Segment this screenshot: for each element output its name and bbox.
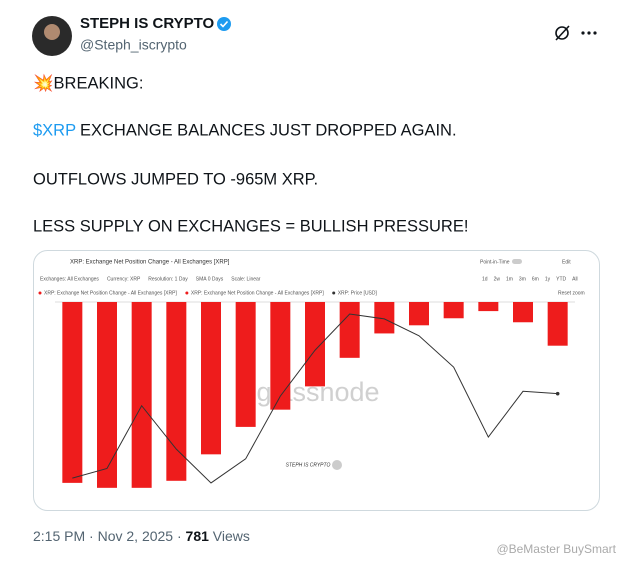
sep: ·: [89, 528, 94, 544]
range-button: 6m: [532, 276, 539, 282]
legend-item: XRP: Price [USD]: [338, 290, 378, 296]
watermark: @BeMaster BuySmart: [496, 542, 616, 556]
range-button: All: [572, 276, 578, 282]
control: Currency: XRP: [107, 276, 141, 282]
bar: [513, 302, 533, 323]
views: 781: [186, 528, 210, 544]
cashtag[interactable]: $XRP: [33, 121, 76, 139]
views-label: Views: [213, 528, 250, 544]
legend-dot: [332, 291, 336, 295]
tweet-line: EXCHANGE BALANCES JUST DROPPED AGAIN.: [80, 121, 457, 139]
date: Nov 2, 2025: [98, 528, 174, 544]
footer: 2:15 PM · Nov 2, 2025 · 781 Views: [33, 528, 250, 544]
bar: [166, 302, 187, 481]
price-point: [555, 391, 560, 396]
range-button: 1m: [506, 276, 513, 282]
grok-slash: [555, 25, 570, 41]
author-handle[interactable]: @Steph_iscrypto: [80, 37, 187, 53]
avatar-face: [44, 24, 60, 40]
tweet-line: OUTFLOWS JUMPED TO -965M XRP.: [33, 170, 318, 188]
author-name[interactable]: STEPH IS CRYPTO: [80, 15, 215, 32]
time: 2:15 PM: [33, 528, 85, 544]
verified-check: [219, 20, 229, 28]
bar: [235, 302, 256, 427]
control: Scale: Linear: [231, 276, 261, 282]
legend-dot: [185, 291, 189, 295]
edit-button: Edit: [562, 259, 571, 265]
price-line: [72, 313, 558, 484]
tweet-line: LESS SUPPLY ON EXCHANGES = BULLISH PRESS…: [33, 217, 468, 235]
range-button: 2w: [494, 276, 501, 282]
bar: [97, 302, 117, 488]
legend-item: XRP: Exchange Net Position Change - All …: [191, 290, 324, 296]
more-icon[interactable]: [581, 31, 597, 35]
bar: [270, 302, 291, 410]
bar: [409, 302, 429, 326]
badge-avatar: [332, 460, 342, 470]
bar: [131, 302, 152, 488]
bar: [443, 302, 464, 319]
bar: [62, 302, 83, 483]
reset-zoom: Reset zoom: [558, 290, 585, 296]
grok-icon[interactable]: [555, 26, 569, 40]
point-in-time: Point-in-Time: [480, 259, 510, 265]
bar: [374, 302, 395, 334]
toggle: [512, 259, 522, 264]
bar: [478, 302, 499, 312]
control: Resolution: 1 Day: [148, 276, 188, 282]
verified-badge: [217, 17, 231, 31]
legend-item: XRP: Exchange Net Position Change - All …: [44, 290, 177, 296]
bar: [339, 302, 360, 358]
control: Exchanges: All Exchanges: [40, 276, 99, 282]
range-button: 1d: [482, 276, 488, 282]
range-button: 1y: [545, 276, 551, 282]
badge: STEPH IS CRYPTO: [286, 462, 331, 468]
range-button: 3m: [519, 276, 526, 282]
embed-title: XRP: Exchange Net Position Change - All …: [70, 260, 230, 266]
bar: [305, 302, 325, 387]
sep: ·: [177, 528, 182, 544]
bar: [547, 302, 568, 346]
range-button: YTD: [556, 276, 566, 282]
control: SMA 0 Days: [196, 276, 224, 282]
legend-dot: [38, 291, 42, 295]
tweet-line: 💥BREAKING:: [33, 73, 143, 93]
bar: [201, 302, 221, 455]
